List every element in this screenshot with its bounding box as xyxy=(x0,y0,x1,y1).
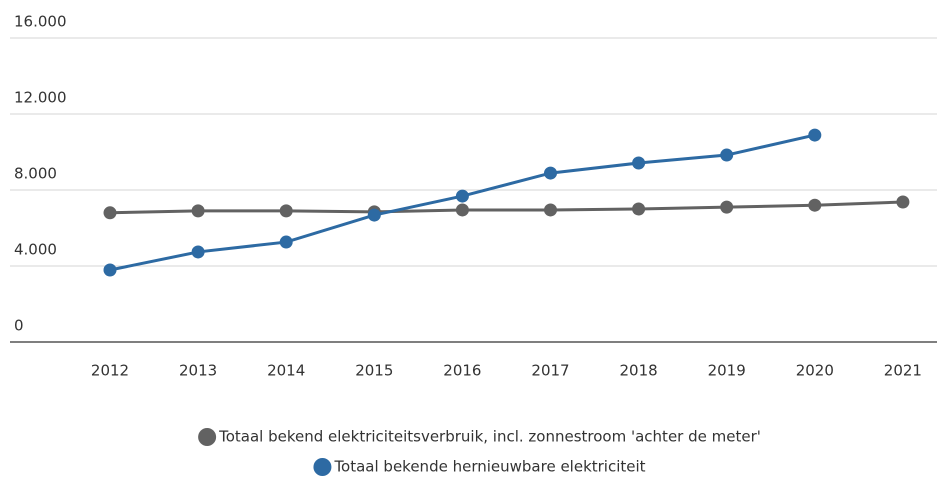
data-point xyxy=(455,189,469,203)
data-point xyxy=(632,156,646,170)
data-point xyxy=(103,206,117,220)
x-tick-label: 2018 xyxy=(620,362,658,380)
legend-marker xyxy=(313,458,332,476)
data-point xyxy=(191,245,205,259)
data-point xyxy=(808,128,822,142)
data-point xyxy=(896,195,910,209)
data-point xyxy=(632,202,646,216)
y-tick-label: 0 xyxy=(14,317,24,335)
x-tick-label: 2021 xyxy=(884,362,922,380)
x-tick-label: 2013 xyxy=(179,362,217,380)
legend-label: Totaal bekende hernieuwbare elektricitei… xyxy=(333,458,645,476)
data-point xyxy=(455,203,469,217)
data-point xyxy=(279,204,293,218)
y-tick-label: 16.000 xyxy=(14,13,67,31)
series-line xyxy=(109,200,903,215)
x-tick-label: 2019 xyxy=(708,362,746,380)
data-point xyxy=(720,148,734,162)
x-tick-label: 2015 xyxy=(355,362,393,380)
data-point xyxy=(103,263,117,277)
data-point xyxy=(544,166,557,180)
data-point xyxy=(191,204,205,218)
data-point xyxy=(279,235,293,249)
x-tick-label: 2012 xyxy=(91,362,129,380)
y-tick-label: 4.000 xyxy=(14,241,57,259)
x-tick-label: 2016 xyxy=(443,362,481,380)
x-tick-label: 2014 xyxy=(267,362,305,380)
data-point xyxy=(544,203,557,217)
data-point xyxy=(367,208,381,222)
x-tick-label: 2017 xyxy=(531,362,569,380)
data-point xyxy=(720,200,734,214)
legend-marker xyxy=(198,428,217,446)
y-tick-label: 12.000 xyxy=(14,89,67,107)
legend-label: Totaal bekend elektriciteitsverbruik, in… xyxy=(218,428,761,446)
x-tick-label: 2020 xyxy=(796,362,834,380)
y-tick-label: 8.000 xyxy=(14,165,57,183)
data-point xyxy=(808,198,822,212)
